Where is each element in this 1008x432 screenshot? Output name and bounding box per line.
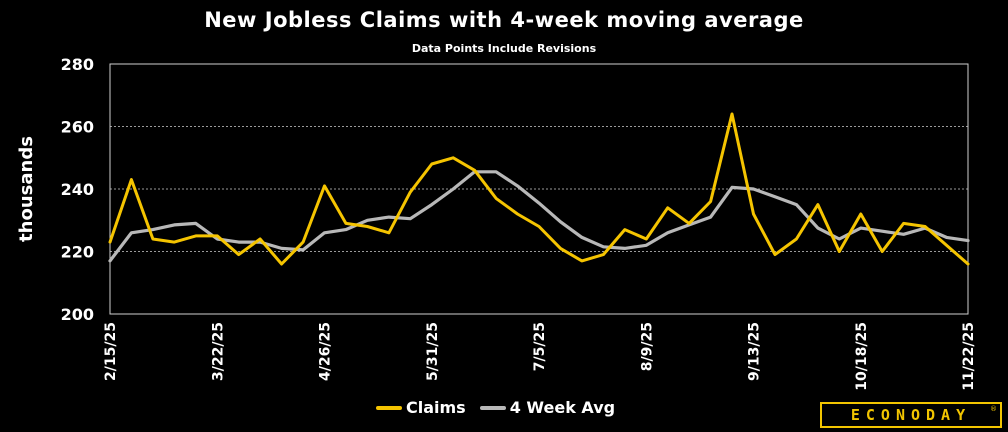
series-lines [108,112,970,266]
brand-logo: ECONODAY ® [820,402,1002,428]
series-line-4-week-avg [108,170,970,263]
gridlines [110,126,968,252]
x-tick-label: 10/18/25 [854,322,870,391]
x-tick-label: 5/31/25 [425,322,441,381]
x-tick-label: 2/15/25 [103,322,119,381]
plot-frame [109,63,969,315]
y-tick-label: 280 [61,55,94,74]
brand-name: ECONODAY [850,406,972,424]
x-axis-ticks: 2/15/25 3/22/25 4/26/25 5/31/25 7/5/25 8/9/25… [103,322,977,391]
y-axis-label: thousands [16,136,37,242]
x-tick-label: 9/13/25 [747,322,763,381]
legend-item-claims: Claims [376,398,466,417]
y-tick-label: 220 [61,243,94,262]
legend-swatch-avg [479,405,506,410]
legend-label-claims: Claims [406,398,466,417]
x-tick-label: 7/5/25 [532,322,548,371]
y-tick-label: 200 [61,305,94,324]
series-line-claims [108,112,970,266]
chart-title: New Jobless Claims with 4-week moving av… [204,8,804,32]
y-tick-label: 260 [61,118,94,137]
y-tick-label: 240 [61,180,94,199]
x-tick-label: 8/9/25 [639,322,655,371]
legend-item-avg: 4 Week Avg [479,398,616,417]
chart-subtitle: Data Points Include Revisions [411,42,597,55]
y-axis-ticks: 200 220 240 260 280 [61,55,94,324]
legend-swatch-claims [376,405,402,410]
x-tick-label: 11/22/25 [961,322,977,391]
registered-mark: ® [990,405,997,413]
x-tick-label: 3/22/25 [210,322,226,381]
legend: Claims 4 Week Avg [376,398,615,417]
x-tick-label: 4/26/25 [318,322,334,381]
legend-label-avg: 4 Week Avg [509,398,616,417]
